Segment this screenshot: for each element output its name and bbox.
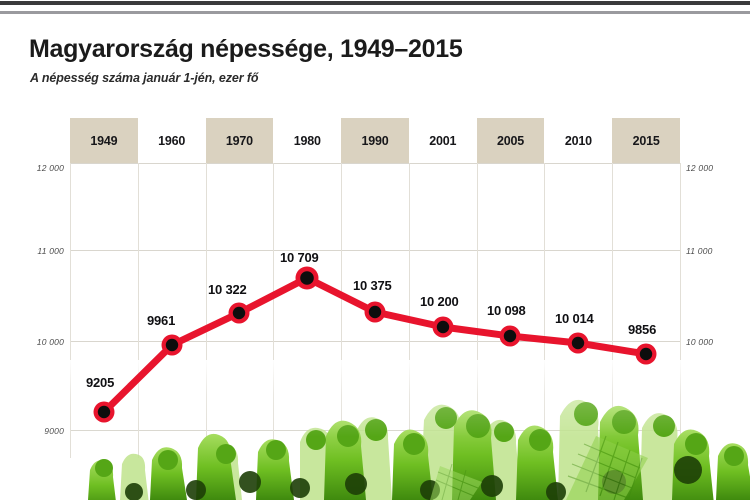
data-label-1960: 9961 bbox=[147, 313, 176, 328]
x-tick-label-2001: 2001 bbox=[429, 133, 457, 148]
data-label-1990: 10 375 bbox=[353, 278, 392, 293]
data-label-1949: 9205 bbox=[86, 375, 115, 390]
x-tick-label-2010: 2010 bbox=[564, 133, 592, 148]
vgridline-0 bbox=[70, 163, 71, 458]
y-tick-left-11000: 11 000 bbox=[37, 246, 64, 256]
x-tick-label-1990: 1990 bbox=[361, 133, 389, 148]
data-label-1970: 10 322 bbox=[208, 282, 247, 297]
data-label-2005: 10 098 bbox=[487, 303, 526, 318]
x-tick-label-1960: 1960 bbox=[158, 133, 186, 148]
x-tick-label-2005: 2005 bbox=[497, 133, 525, 148]
y-tick-left-12000: 12 000 bbox=[36, 163, 64, 173]
y-tick-right-12000: 12 000 bbox=[686, 163, 714, 173]
y-tick-right-10000: 10 000 bbox=[686, 337, 714, 347]
top-rule-dark bbox=[0, 1, 750, 5]
x-tick-label-2015: 2015 bbox=[632, 133, 660, 148]
page-title: Magyarország népessége, 1949–2015 bbox=[29, 35, 463, 63]
top-rule-gray bbox=[0, 11, 750, 14]
vgridline-9 bbox=[680, 163, 681, 458]
y-tick-left-10000: 10 000 bbox=[36, 337, 64, 347]
x-tick-label-1970: 1970 bbox=[225, 133, 253, 148]
gridline-11000 bbox=[70, 250, 680, 251]
page-subtitle: A népesség száma január 1-jén, ezer fő bbox=[30, 71, 259, 85]
x-tick-label-1949: 1949 bbox=[90, 133, 118, 148]
x-tick-label-1980: 1980 bbox=[293, 133, 321, 148]
data-label-1980: 10 709 bbox=[280, 250, 319, 265]
data-label-2001: 10 200 bbox=[420, 294, 459, 309]
data-label-2010: 10 014 bbox=[555, 311, 594, 326]
gridline-10000 bbox=[70, 341, 680, 342]
data-label-2015: 9856 bbox=[628, 322, 657, 337]
y-tick-right-11000: 11 000 bbox=[686, 246, 713, 256]
gridline-12000 bbox=[70, 163, 680, 164]
